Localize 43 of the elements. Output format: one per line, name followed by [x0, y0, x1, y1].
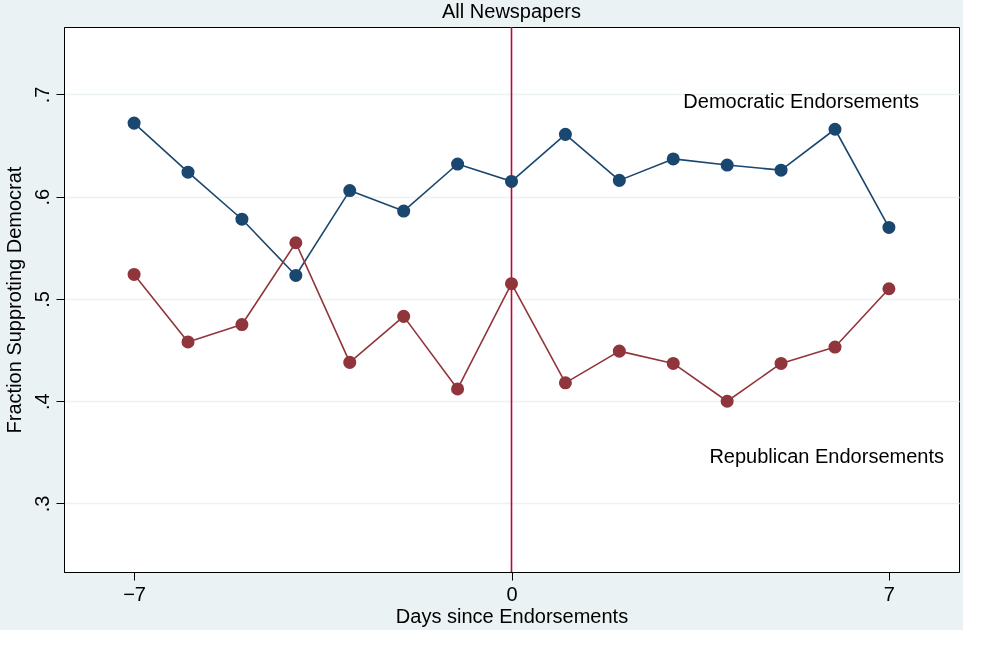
point — [127, 267, 141, 281]
point — [882, 282, 896, 296]
x-tick-label: 7 — [883, 582, 895, 605]
point — [397, 309, 411, 323]
point — [289, 268, 303, 282]
y-tick-label: .6 — [30, 188, 53, 206]
point — [720, 394, 734, 408]
point — [666, 152, 680, 166]
x-tick-label: 0 — [506, 582, 518, 605]
y-tick-label: .3 — [30, 495, 53, 513]
point — [720, 158, 734, 172]
y-axis-title: Fraction Supproting Democrat — [2, 166, 25, 434]
point — [666, 356, 680, 370]
point — [774, 356, 788, 370]
point — [451, 157, 465, 171]
point — [397, 204, 411, 218]
point — [343, 184, 357, 198]
point — [235, 318, 249, 332]
point — [289, 236, 303, 250]
point — [774, 163, 788, 177]
y-tick-label: .7 — [30, 86, 53, 104]
chart-title: All Newspapers — [442, 0, 581, 23]
point — [828, 122, 842, 136]
point — [882, 220, 896, 234]
annotation: Democratic Endorsements — [683, 90, 919, 112]
y-tick-label: .5 — [30, 291, 53, 308]
point — [451, 382, 465, 396]
point — [181, 335, 195, 349]
point — [612, 344, 626, 358]
point — [558, 127, 572, 141]
x-tick-label: −7 — [123, 582, 146, 605]
point — [558, 376, 572, 390]
point — [504, 277, 519, 291]
point — [612, 173, 626, 187]
point — [181, 165, 195, 179]
point — [127, 116, 141, 130]
y-tick-label: .4 — [30, 393, 53, 411]
x-axis-title: Days since Endorsements — [395, 604, 629, 627]
point — [828, 340, 842, 354]
point — [343, 355, 357, 369]
point — [504, 174, 519, 188]
annotation: Republican Endorsements — [709, 445, 944, 467]
point — [235, 212, 249, 226]
